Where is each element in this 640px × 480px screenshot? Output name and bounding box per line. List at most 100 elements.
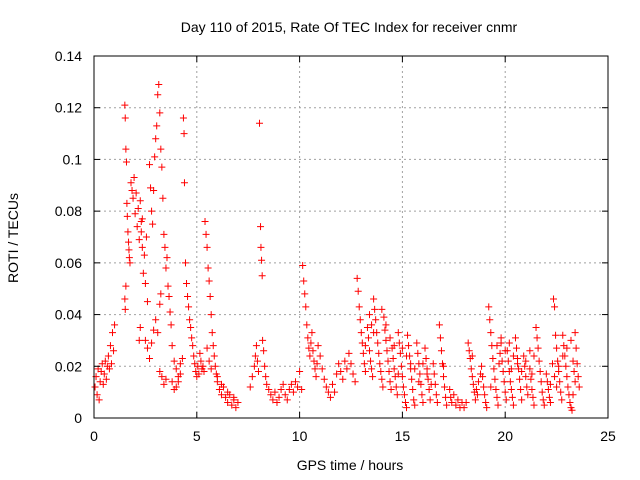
data-point [205, 357, 213, 365]
data-point [501, 347, 509, 355]
data-point [151, 153, 159, 161]
data-point [381, 326, 389, 334]
data-point [427, 380, 435, 388]
data-point [179, 114, 187, 122]
data-point [505, 339, 513, 347]
data-point [376, 360, 384, 368]
data-point [203, 344, 211, 352]
data-point [184, 292, 192, 300]
data-point [360, 360, 368, 368]
data-point [524, 391, 532, 399]
data-point [318, 365, 326, 373]
data-point [222, 393, 230, 401]
data-point [386, 378, 394, 386]
data-point [462, 398, 470, 406]
data-point [121, 295, 129, 303]
data-point [390, 365, 398, 373]
data-point [209, 342, 217, 350]
data-point [283, 396, 291, 404]
data-point [136, 324, 144, 331]
data-point [234, 398, 242, 406]
data-point [148, 339, 156, 347]
data-point [378, 375, 386, 383]
data-point [341, 357, 349, 365]
data-point [553, 344, 561, 352]
data-point [313, 360, 321, 368]
data-point [254, 367, 262, 375]
data-point [157, 290, 165, 298]
data-point [263, 380, 271, 388]
data-point [359, 349, 367, 357]
data-point [91, 383, 99, 391]
data-point [433, 398, 441, 406]
data-point [139, 269, 147, 277]
data-point [302, 303, 310, 311]
data-point [312, 373, 320, 381]
data-point [300, 277, 308, 285]
data-point [213, 373, 221, 381]
data-point [399, 383, 407, 391]
data-point [498, 357, 506, 365]
x-tick-label: 5 [193, 428, 201, 444]
data-point [257, 223, 265, 231]
data-point [188, 334, 196, 342]
data-point [486, 316, 494, 324]
data-point [542, 370, 550, 378]
data-point [386, 334, 394, 342]
data-point [207, 311, 215, 319]
data-point [298, 386, 306, 394]
data-point [506, 378, 514, 386]
data-point [530, 401, 538, 409]
data-point [99, 380, 107, 388]
data-point [183, 280, 191, 288]
data-point [187, 324, 195, 331]
data-point [208, 329, 216, 337]
data-point [316, 352, 324, 360]
data-point [203, 243, 211, 251]
data-point [160, 230, 168, 238]
data-point [558, 396, 566, 404]
data-point [557, 388, 565, 396]
data-point [200, 367, 208, 375]
data-point [370, 329, 378, 337]
data-point [125, 246, 133, 254]
data-point [93, 391, 101, 399]
data-point [156, 367, 164, 375]
data-point [211, 362, 219, 370]
data-point [474, 378, 482, 386]
data-point [170, 386, 178, 394]
data-point [401, 398, 409, 406]
data-point [460, 404, 468, 412]
data-points [91, 80, 583, 414]
data-point [134, 205, 142, 213]
x-axis-ticks: 0 5 10 15 20 25 [90, 56, 616, 444]
data-point [125, 238, 133, 246]
data-point [250, 362, 258, 370]
data-point [450, 391, 458, 399]
data-point [385, 367, 393, 375]
data-point [435, 321, 443, 329]
data-point [419, 398, 427, 406]
data-point [550, 295, 558, 303]
data-point [121, 305, 129, 313]
data-point [522, 357, 530, 365]
data-point [121, 101, 129, 109]
x-tick-label: 20 [497, 428, 513, 444]
data-point [568, 406, 576, 414]
data-point [224, 388, 232, 396]
data-point [369, 373, 377, 381]
data-point [485, 303, 493, 311]
data-point [518, 396, 526, 404]
data-point [275, 393, 283, 401]
data-point [370, 295, 378, 303]
data-point [206, 292, 214, 300]
data-point [522, 373, 530, 381]
data-point [532, 324, 540, 331]
data-point [418, 391, 426, 399]
data-point [443, 401, 451, 409]
data-point [154, 91, 162, 99]
data-point [152, 135, 160, 143]
data-point [126, 259, 134, 267]
data-point [333, 370, 341, 378]
data-point [303, 321, 311, 329]
